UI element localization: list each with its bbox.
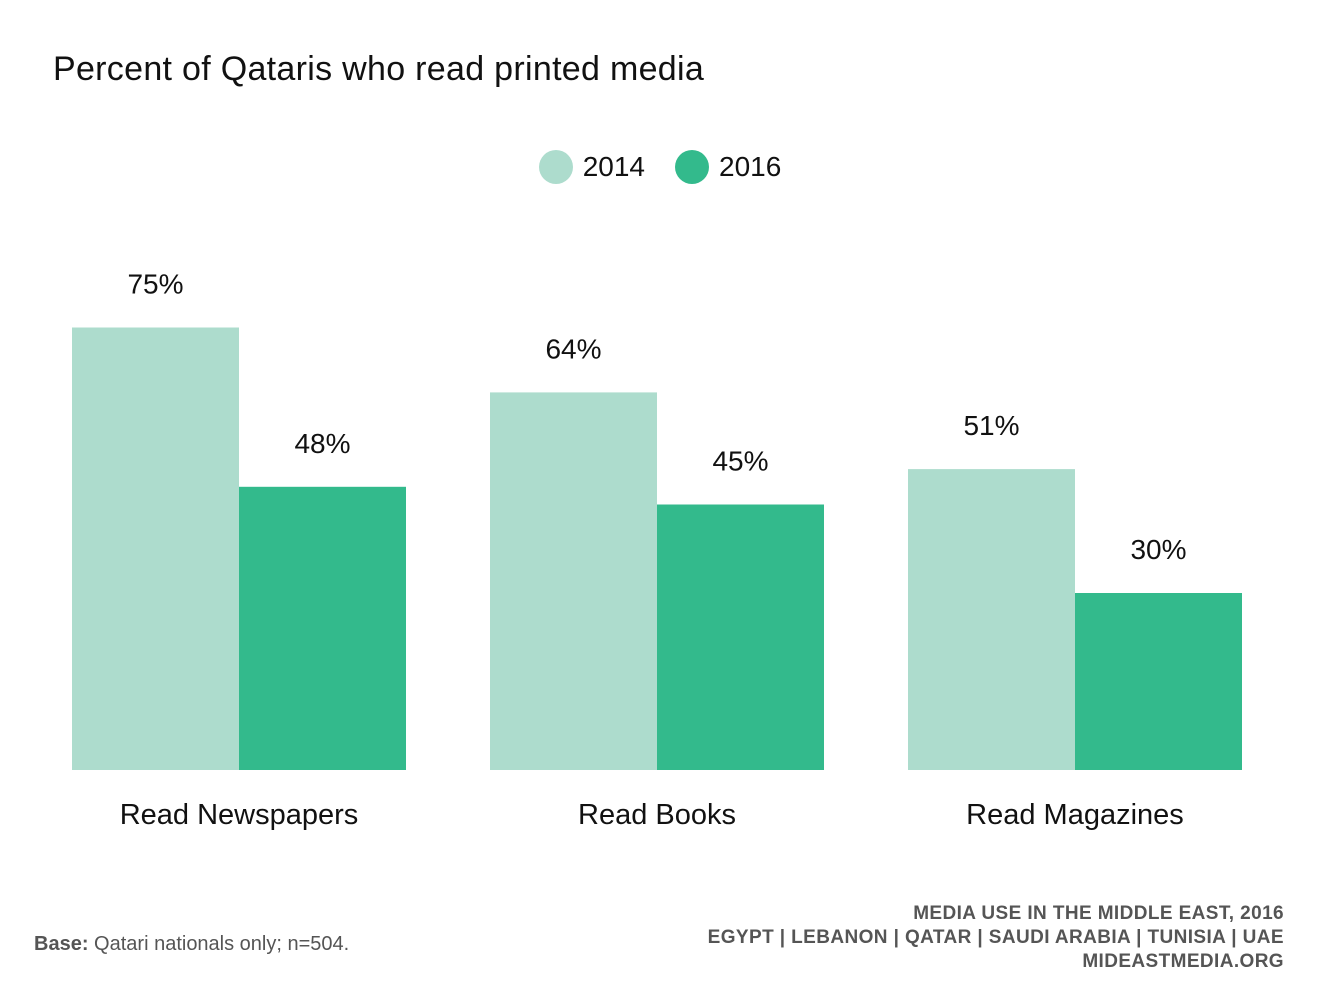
category-label-read-magazines: Read Magazines xyxy=(966,799,1184,831)
data-label-read-books-2014: 64% xyxy=(545,333,601,364)
category-label-read-newspapers: Read Newspapers xyxy=(120,799,359,831)
legend: 2014 2016 xyxy=(0,150,1320,184)
data-label-read-books-2016: 45% xyxy=(712,446,768,477)
data-label-read-magazines-2016: 30% xyxy=(1130,534,1186,565)
chart-title: Percent of Qataris who read printed medi… xyxy=(53,50,705,88)
data-label-read-newspapers-2016: 48% xyxy=(294,428,350,459)
data-label-read-magazines-2014: 51% xyxy=(963,410,1019,441)
legend-label-2014: 2014 xyxy=(582,151,645,182)
bar-read-books-2016 xyxy=(657,504,824,770)
base-note-label: Base: xyxy=(34,933,89,955)
data-label-read-newspapers-2014: 75% xyxy=(127,269,183,300)
footer-line-2: EGYPT | LEBANON | QATAR | SAUDI ARABIA |… xyxy=(707,927,1284,948)
legend-label-2016: 2016 xyxy=(719,151,782,182)
bar-read-magazines-2016 xyxy=(1075,593,1242,770)
footer-line-3: MIDEASTMEDIA.ORG xyxy=(1082,951,1284,972)
legend-item-2014: 2014 xyxy=(538,150,645,184)
bar-read-books-2014 xyxy=(490,392,657,770)
bar-read-magazines-2014 xyxy=(908,469,1075,770)
source-footer: MEDIA USE IN THE MIDDLE EAST, 2016 EGYPT… xyxy=(708,902,1284,974)
bar-read-newspapers-2016 xyxy=(239,486,406,770)
legend-swatch-2016 xyxy=(675,150,709,184)
bar-read-newspapers-2014 xyxy=(72,327,239,770)
category-label-read-books: Read Books xyxy=(578,799,736,831)
footer-line-1: MEDIA USE IN THE MIDDLE EAST, 2016 xyxy=(913,903,1284,924)
bar-chart: 75% 48% Read Newspapers 64% 45% Read Books 51%… xyxy=(72,269,1242,831)
base-note-text: Qatari nationals only; n=504. xyxy=(94,933,350,955)
legend-swatch-2014 xyxy=(538,150,573,184)
legend-item-2016: 2016 xyxy=(675,150,781,184)
base-note: Base: Qatari nationals only; n=504. xyxy=(34,933,349,956)
